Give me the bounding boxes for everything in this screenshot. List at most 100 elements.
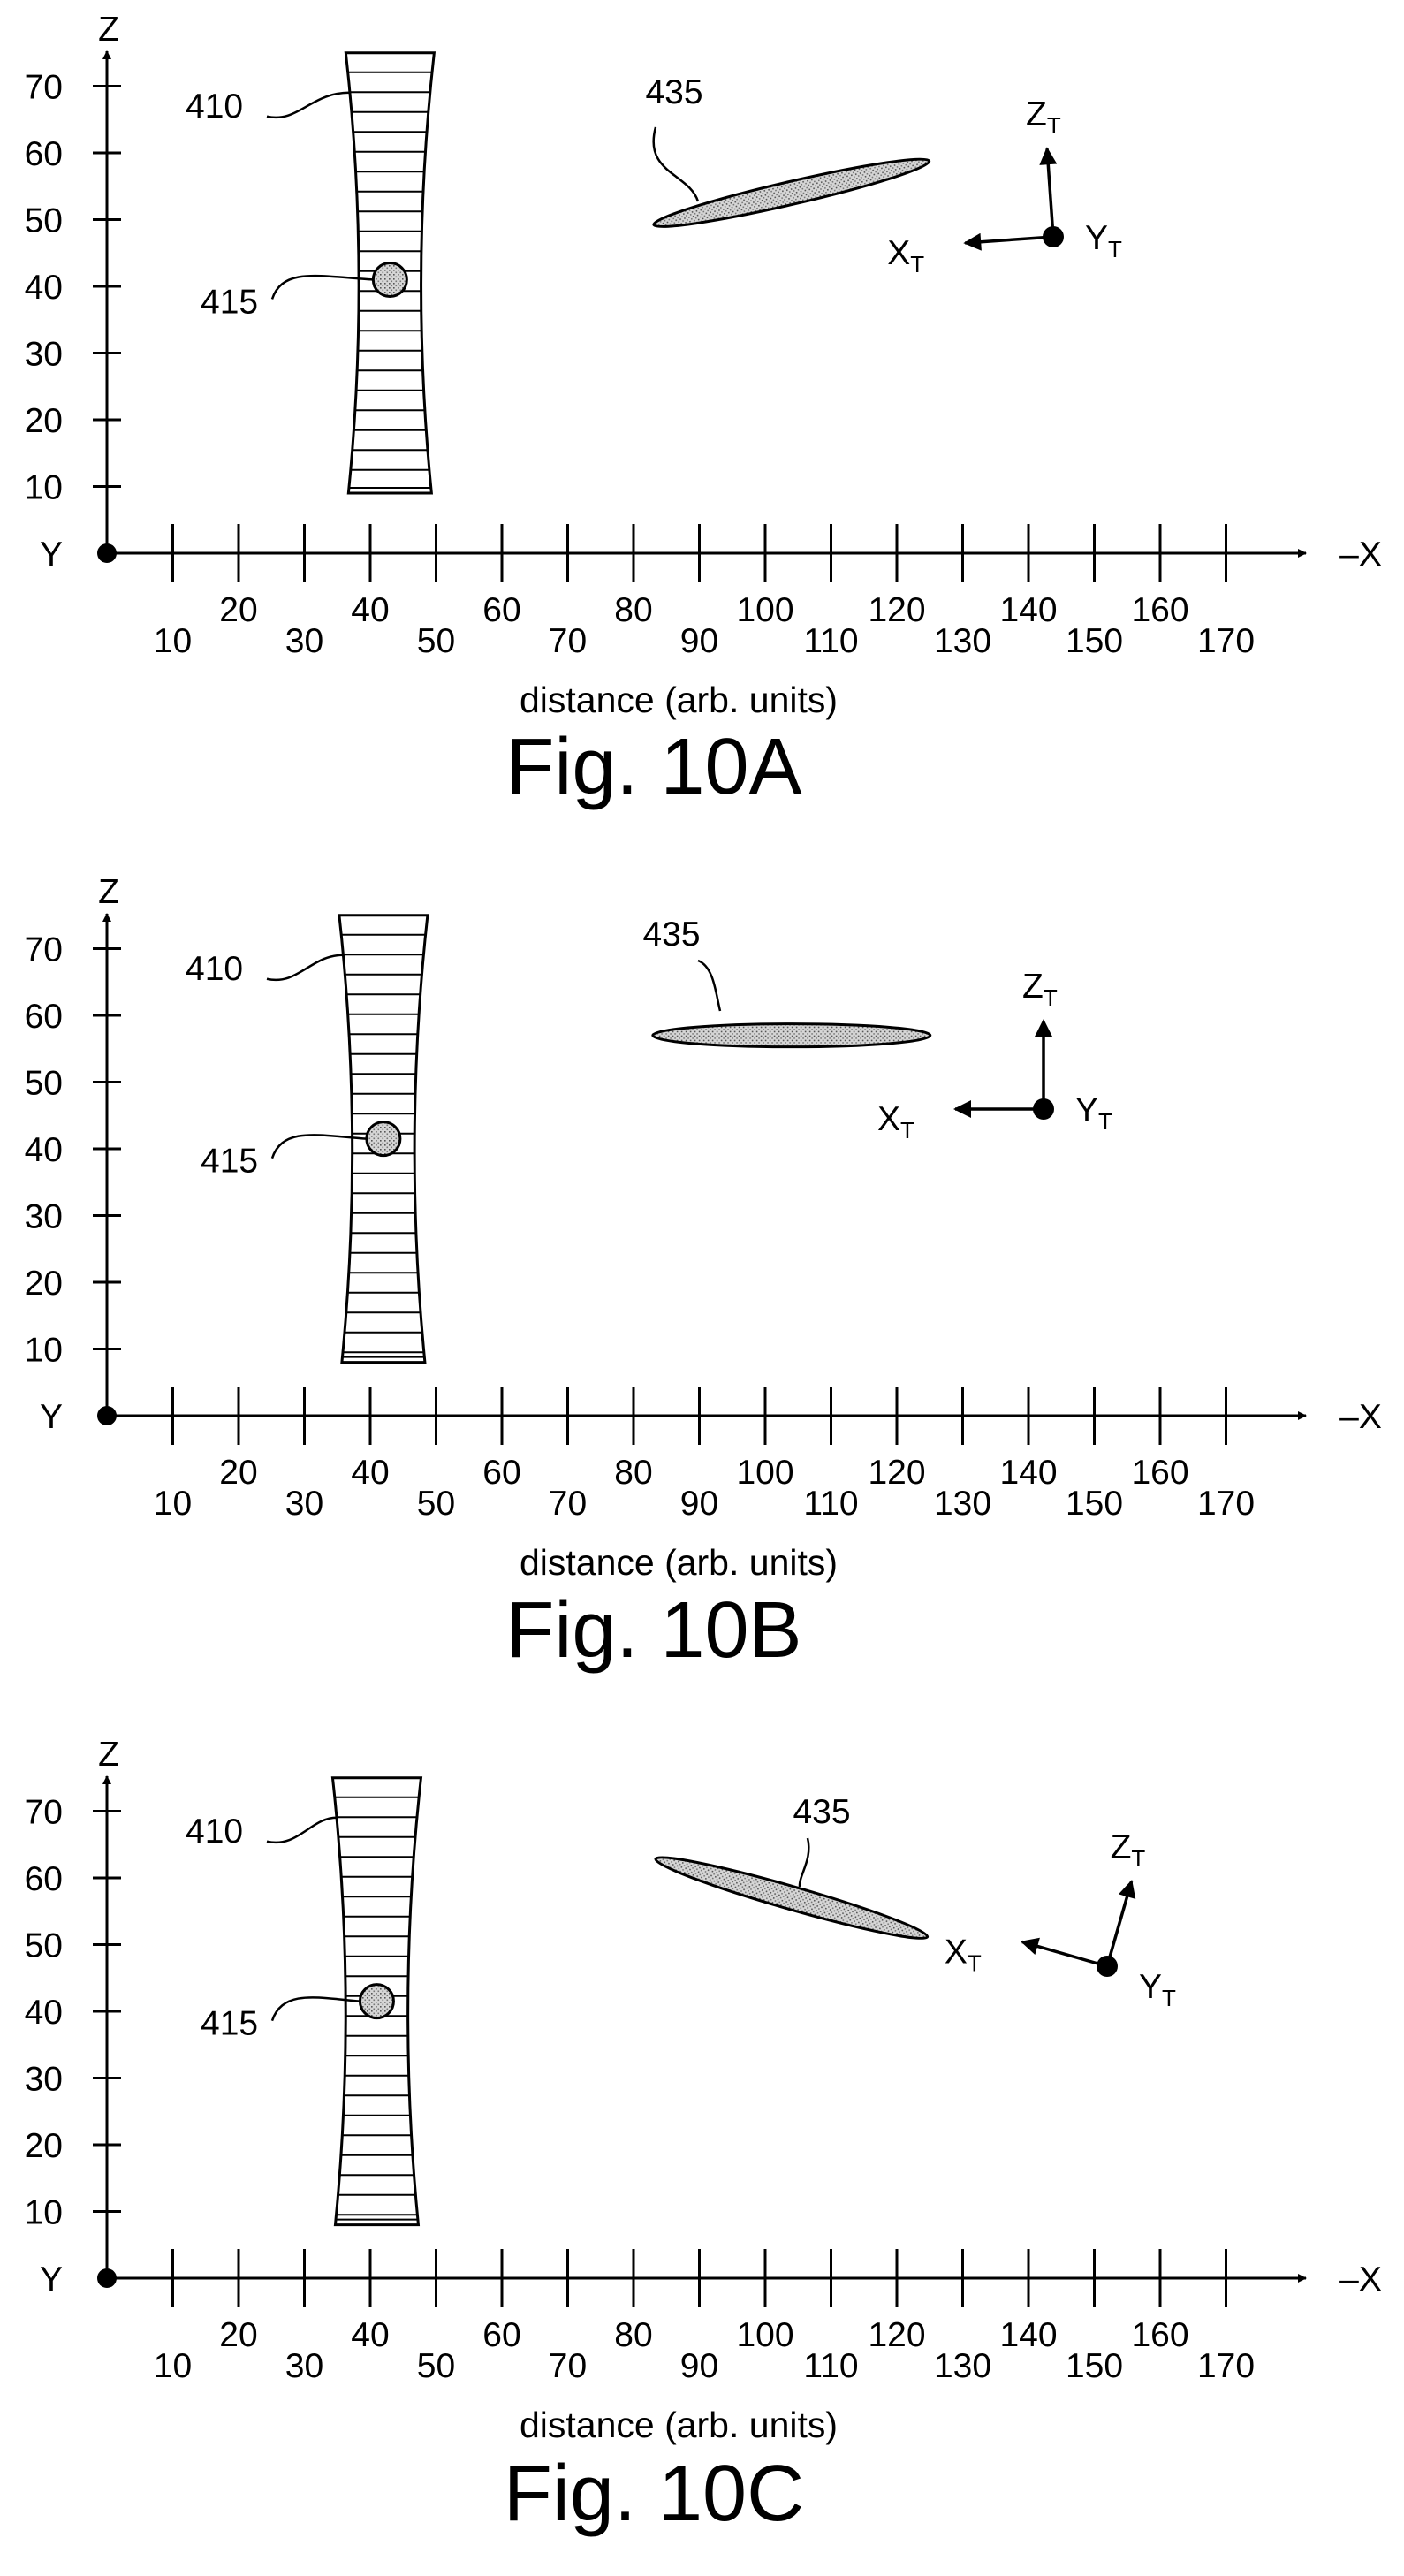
leader-line-415 xyxy=(270,1134,367,1159)
z-tick-label: 40 xyxy=(25,1994,63,2032)
x-axis-end-label: –X xyxy=(1339,1398,1382,1436)
target-ellipse xyxy=(651,1022,932,1049)
figure-title: Fig. 10B xyxy=(505,1586,801,1675)
x-tick-label: 150 xyxy=(1066,1485,1123,1523)
leader-line-435 xyxy=(798,1837,810,1888)
x-tick-label: 40 xyxy=(351,1454,389,1492)
x-tick-label: 20 xyxy=(219,2316,257,2354)
x-axis-title: distance (arb. units) xyxy=(520,680,838,720)
target-ellipse xyxy=(654,1856,930,1940)
origin-dot xyxy=(97,2268,117,2288)
z-tick-label: 70 xyxy=(25,1794,63,1832)
ref-label-410: 410 xyxy=(186,950,243,988)
x-tick-label: 20 xyxy=(219,1454,257,1492)
x-tick-label: 170 xyxy=(1197,2347,1255,2385)
figure-panel: Z Y –X 10 20 30 40 50 60 70 10 20 30 40 50 60 70 80 90 100 1… xyxy=(25,11,1382,811)
x-axis-end-label: –X xyxy=(1339,536,1382,574)
x-tick-label: 80 xyxy=(614,591,652,629)
x-tick-label: 50 xyxy=(417,622,455,660)
x-tick-label: 130 xyxy=(934,622,991,660)
ref-label-415: 415 xyxy=(201,2005,258,2043)
z-tick-label: 70 xyxy=(25,69,63,107)
ref-label-435: 435 xyxy=(642,916,700,954)
frame-y-label: YT xyxy=(1075,1091,1112,1135)
ref-label-410: 410 xyxy=(186,87,243,125)
x-tick-label: 120 xyxy=(868,591,925,629)
frame-y-dot xyxy=(1043,226,1064,247)
x-tick-label: 150 xyxy=(1066,622,1123,660)
x-tick-label: 140 xyxy=(999,591,1057,629)
x-tick-label: 40 xyxy=(351,2316,389,2354)
frame-y-label: YT xyxy=(1139,1968,1176,2011)
x-tick-label: 70 xyxy=(549,1485,587,1523)
frame-x-label: XT xyxy=(887,234,924,277)
z-tick-label: 50 xyxy=(25,1927,63,1965)
leader-line-435 xyxy=(697,959,722,1012)
z-tick-label: 10 xyxy=(25,1332,63,1370)
ref-label-435: 435 xyxy=(793,1793,850,1831)
x-tick-label: 60 xyxy=(482,1454,520,1492)
y-axis-label: Y xyxy=(40,2261,63,2299)
frame-z-arrow xyxy=(1039,147,1058,238)
frame-z-label: ZT xyxy=(1022,968,1058,1011)
x-tick-label: 30 xyxy=(285,1485,323,1523)
leader-line-435 xyxy=(652,126,700,202)
point-415-marker xyxy=(365,1121,402,1158)
y-axis-label: Y xyxy=(40,1398,63,1436)
x-tick-label: 170 xyxy=(1197,1485,1255,1523)
leader-line-410 xyxy=(266,954,345,982)
z-tick-label: 40 xyxy=(25,269,63,307)
x-tick-label: 110 xyxy=(803,1485,858,1523)
x-tick-label: 80 xyxy=(614,2316,652,2354)
x-axis-title: distance (arb. units) xyxy=(520,2405,838,2445)
figure-panel: Z Y –X 10 20 30 40 50 60 70 10 20 30 40 50 60 70 80 90 100 1… xyxy=(25,873,1382,1675)
x-tick-label: 50 xyxy=(417,2347,455,2385)
z-axis-label: Z xyxy=(98,11,119,49)
x-tick-label: 100 xyxy=(736,591,793,629)
x-tick-label: 90 xyxy=(680,622,718,660)
x-tick-label: 120 xyxy=(868,1454,925,1492)
leader-line-415 xyxy=(270,1996,360,2022)
z-tick-label: 70 xyxy=(25,931,63,969)
origin-dot xyxy=(97,543,117,563)
x-axis-end-label: –X xyxy=(1339,2261,1382,2299)
x-tick-label: 110 xyxy=(803,622,858,660)
ref-label-415: 415 xyxy=(201,283,258,321)
x-tick-label: 100 xyxy=(736,2316,793,2354)
frame-y-label: YT xyxy=(1085,219,1122,262)
point-415-marker xyxy=(358,1983,395,2020)
x-tick-label: 170 xyxy=(1197,622,1255,660)
x-tick-label: 130 xyxy=(934,2347,991,2385)
x-tick-label: 30 xyxy=(285,622,323,660)
leader-line-410 xyxy=(266,91,352,119)
frame-x-arrow xyxy=(1020,1937,1108,1968)
x-tick-label: 30 xyxy=(285,2347,323,2385)
leader-line-410 xyxy=(266,1816,338,1844)
ref-label-435: 435 xyxy=(645,73,702,111)
target-435 xyxy=(654,1856,930,1940)
x-tick-label: 90 xyxy=(680,2347,718,2385)
z-tick-label: 20 xyxy=(25,1265,63,1303)
x-tick-label: 80 xyxy=(614,1454,652,1492)
origin-dot xyxy=(97,1406,117,1425)
x-tick-label: 60 xyxy=(482,591,520,629)
z-tick-label: 50 xyxy=(25,202,63,240)
x-tick-label: 110 xyxy=(803,2347,858,2385)
x-tick-label: 140 xyxy=(999,1454,1057,1492)
x-tick-label: 70 xyxy=(549,2347,587,2385)
x-tick-label: 10 xyxy=(154,1485,192,1523)
z-axis-label: Z xyxy=(98,1736,119,1774)
leader-line-415 xyxy=(270,274,374,300)
frame-z-label: ZT xyxy=(1111,1828,1146,1872)
z-tick-label: 50 xyxy=(25,1065,63,1103)
z-tick-label: 60 xyxy=(25,1860,63,1898)
z-axis-label: Z xyxy=(98,873,119,911)
x-tick-label: 60 xyxy=(482,2316,520,2354)
x-tick-label: 150 xyxy=(1066,2347,1123,2385)
figure-panel: Z Y –X 10 20 30 40 50 60 70 10 20 30 40 50 60 70 80 90 100 1… xyxy=(25,1736,1382,2538)
z-tick-label: 20 xyxy=(25,402,63,440)
z-tick-label: 10 xyxy=(25,2194,63,2232)
frame-z-label: ZT xyxy=(1026,95,1061,139)
frame-x-label: XT xyxy=(877,1100,914,1144)
